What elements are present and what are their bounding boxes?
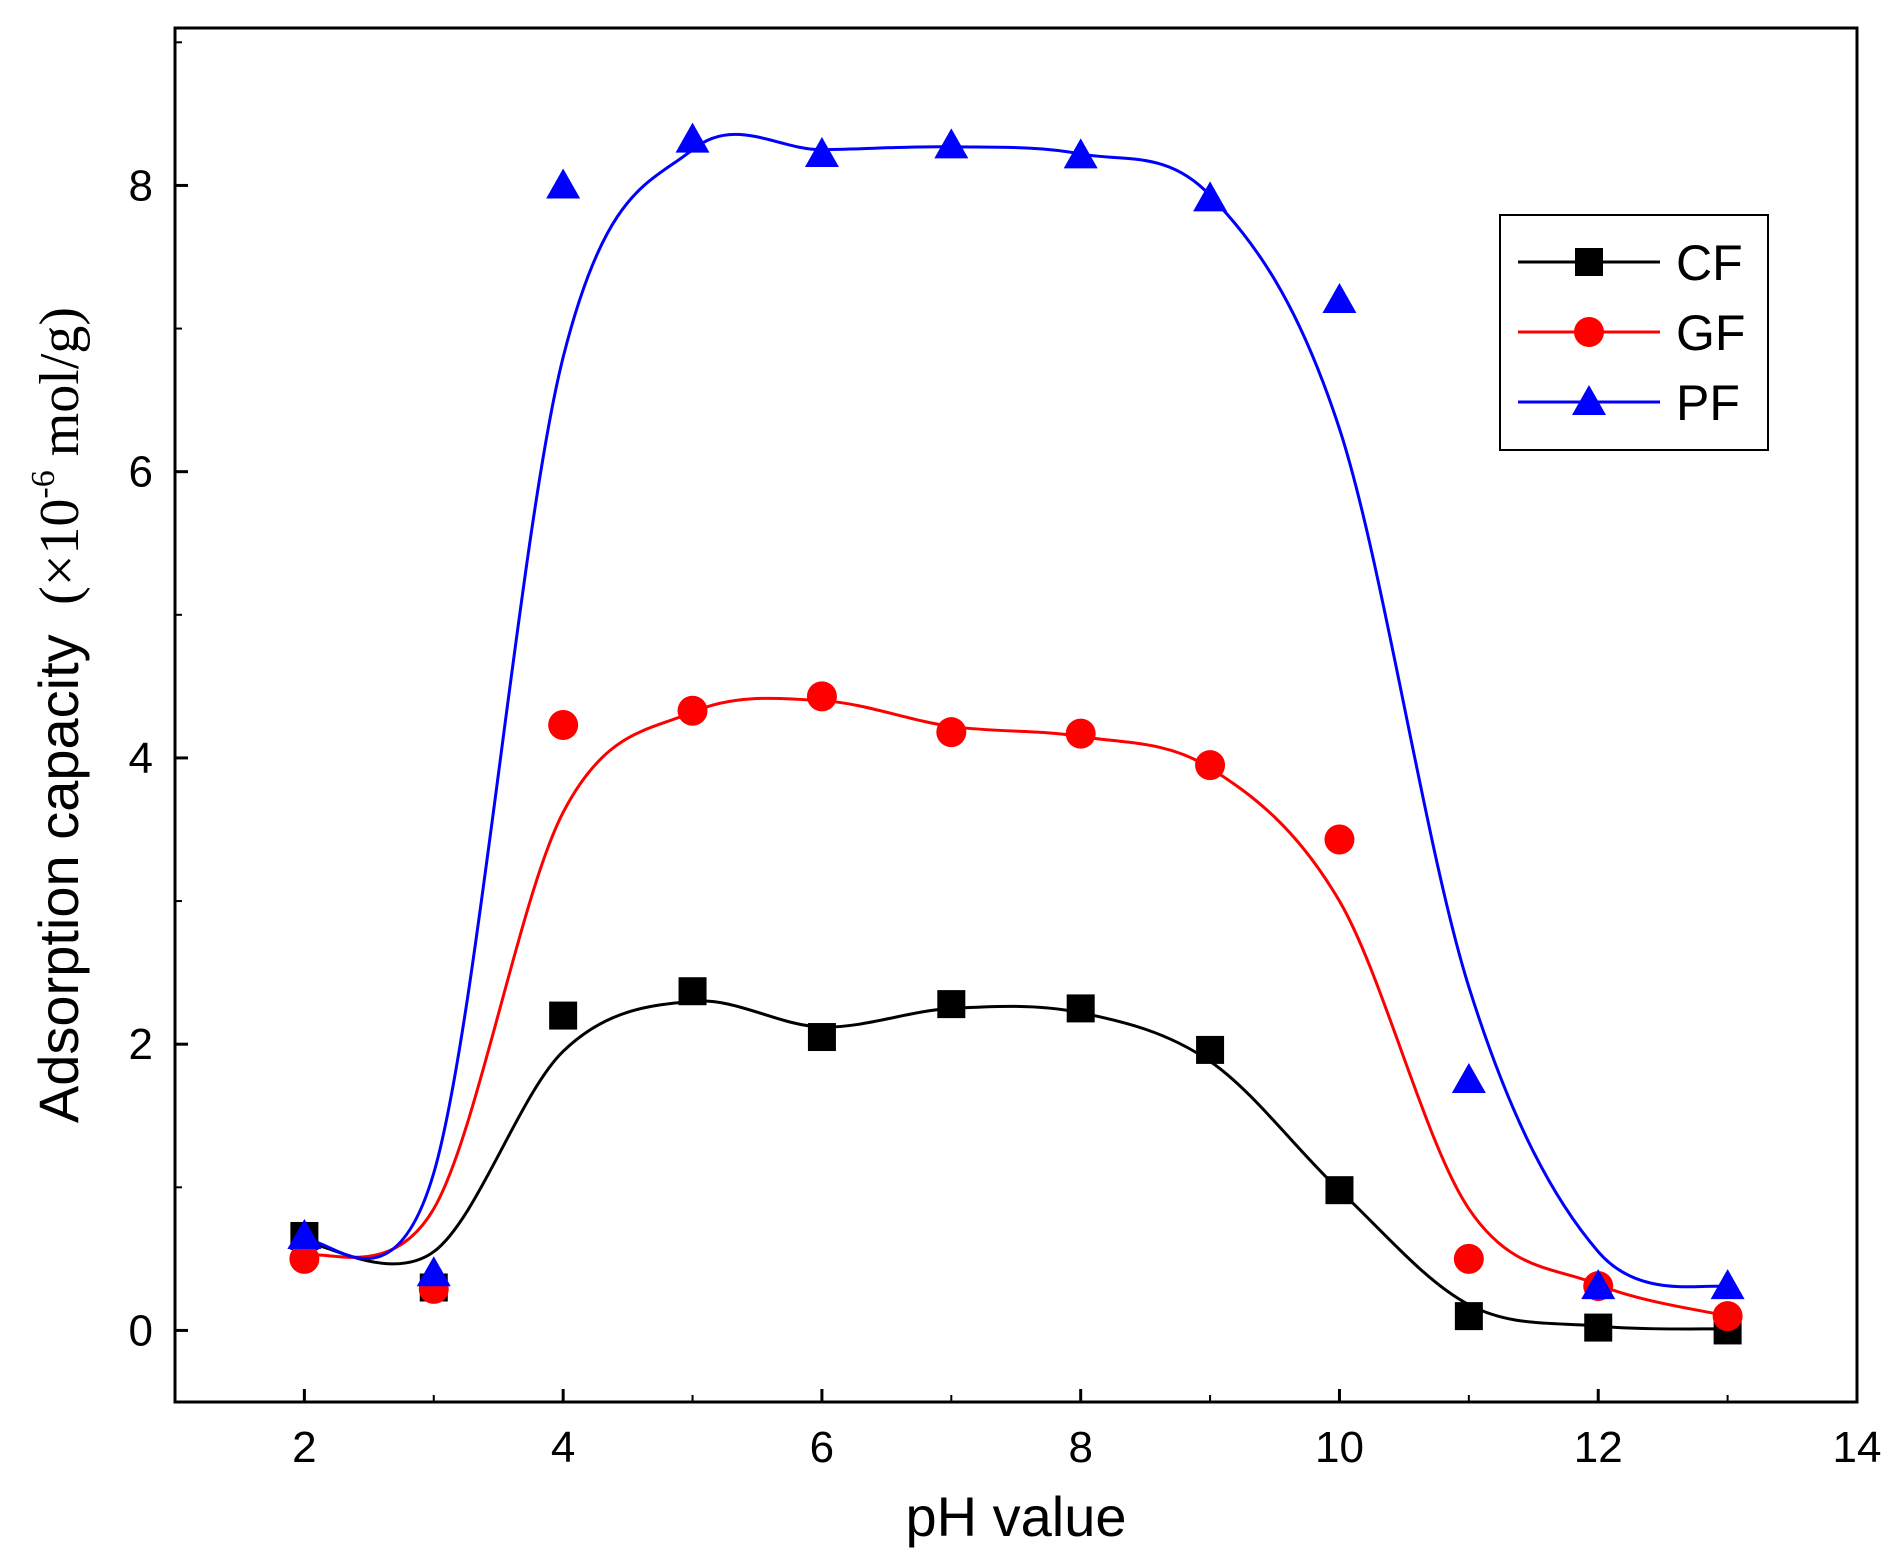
legend-marker-pf bbox=[1572, 385, 1606, 415]
data-point-cf bbox=[937, 990, 966, 1019]
data-point-pf bbox=[1193, 181, 1228, 212]
data-point-pf bbox=[1710, 1269, 1745, 1300]
data-point-pf bbox=[1063, 138, 1098, 169]
fit-curve-cf bbox=[304, 999, 1728, 1331]
y-axis-title-unit-close: mol/g) bbox=[29, 307, 91, 470]
data-point-cf bbox=[549, 1001, 578, 1030]
y-tick-label: 8 bbox=[129, 161, 153, 210]
data-point-pf bbox=[546, 168, 581, 199]
x-axis-ticks: 2 4 6 8 10 12 14 bbox=[174, 1389, 1882, 1472]
legend-label-cf: CF bbox=[1676, 235, 1743, 291]
x-axis-title: pH value bbox=[905, 1485, 1126, 1548]
data-point-gf bbox=[677, 695, 708, 726]
legend-marker-gf bbox=[1574, 317, 1604, 347]
data-point-gf bbox=[1324, 824, 1355, 855]
y-axis-title-unit-exponent: -6 bbox=[25, 470, 62, 498]
y-axis-title: Adsorption capacity (×10-6 mol/g) bbox=[25, 307, 91, 1123]
data-point-pf bbox=[1322, 282, 1357, 313]
data-point-cf bbox=[807, 1023, 836, 1052]
x-tick-label: 2 bbox=[292, 1423, 316, 1472]
data-point-pf bbox=[675, 122, 710, 153]
y-tick-label: 6 bbox=[129, 448, 153, 497]
legend: CF GF PF bbox=[1499, 214, 1769, 451]
data-point-gf bbox=[548, 710, 579, 741]
legend-label-pf: PF bbox=[1676, 375, 1740, 431]
y-axis-title-main: Adsorption capacity bbox=[27, 634, 90, 1123]
y-axis-ticks: 0 2 4 6 8 bbox=[129, 41, 188, 1355]
data-point-cf bbox=[1066, 994, 1095, 1023]
x-tick-label: 10 bbox=[1315, 1423, 1364, 1472]
data-point-cf bbox=[678, 977, 707, 1006]
x-tick-label: 6 bbox=[810, 1423, 834, 1472]
data-point-cf bbox=[1584, 1313, 1613, 1342]
data-point-pf bbox=[416, 1256, 451, 1287]
data-point-cf bbox=[1325, 1176, 1354, 1205]
data-point-gf bbox=[936, 717, 967, 748]
data-point-pf bbox=[287, 1218, 322, 1249]
data-point-gf bbox=[806, 681, 837, 712]
data-point-gf bbox=[1195, 750, 1226, 781]
fit-curve-gf bbox=[303, 696, 1728, 1318]
data-point-gf bbox=[1065, 718, 1096, 749]
x-tick-label: 8 bbox=[1068, 1423, 1092, 1472]
data-point-gf bbox=[1712, 1301, 1743, 1332]
data-point-pf bbox=[1451, 1062, 1486, 1093]
data-point-cf bbox=[1196, 1035, 1225, 1064]
y-tick-label: 4 bbox=[129, 734, 153, 783]
y-tick-label: 2 bbox=[129, 1020, 153, 1069]
legend-label-gf: GF bbox=[1676, 305, 1745, 361]
x-tick-label: 14 bbox=[1833, 1423, 1882, 1472]
data-markers bbox=[287, 122, 1745, 1345]
data-point-gf bbox=[289, 1243, 320, 1274]
data-point-cf bbox=[1454, 1302, 1483, 1331]
plot-area-frame bbox=[173, 26, 1859, 1404]
data-point-pf bbox=[934, 128, 969, 159]
y-axis-title-unit-open: (×10 bbox=[29, 499, 91, 605]
data-point-gf bbox=[1453, 1243, 1484, 1274]
x-tick-label: 12 bbox=[1574, 1423, 1623, 1472]
y-tick-label: 0 bbox=[129, 1306, 153, 1355]
data-point-pf bbox=[804, 136, 839, 167]
legend-marker-cf bbox=[1575, 248, 1603, 276]
fit-curve-pf bbox=[303, 132, 1729, 1289]
data-point-pf bbox=[1581, 1269, 1616, 1300]
x-tick-label: 4 bbox=[551, 1423, 575, 1472]
